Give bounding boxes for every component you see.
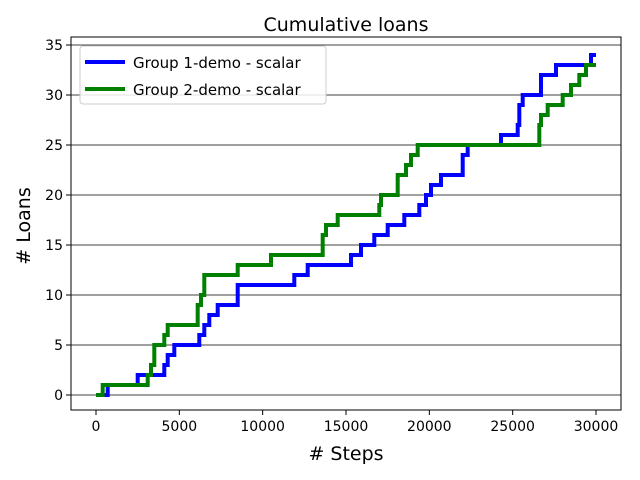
legend-label-1: Group 1-demo - scalar	[133, 54, 301, 72]
series-line-1	[96, 53, 596, 397]
chart-title: Cumulative loans	[264, 14, 429, 36]
x-tick-label-5: 25000	[490, 419, 535, 435]
legend-box	[79, 45, 327, 105]
legend-label-2: Group 2-demo - scalar	[133, 81, 301, 99]
x-tick-label-0: 0	[92, 419, 101, 435]
series-lines	[96, 53, 596, 397]
x-tick-label-2: 10000	[240, 419, 285, 435]
series-line-2	[96, 63, 596, 397]
legend: Group 1-demo - scalar Group 2-demo - scal…	[79, 45, 327, 105]
y-tick-label-2: 10	[45, 288, 63, 304]
y-tick-label-5: 25	[45, 138, 63, 154]
axis-ticks: 0 5 10 15 20 25 30 35 0 5000 10000 15000 20000 25000 3…	[45, 38, 618, 435]
x-tick-label-6: 30000	[574, 419, 619, 435]
x-tick-label-3: 15000	[324, 419, 369, 435]
x-tick-label-4: 20000	[407, 419, 452, 435]
y-tick-label-0: 0	[54, 388, 63, 404]
y-tick-label-6: 30	[45, 88, 63, 104]
x-tick-label-1: 5000	[162, 419, 198, 435]
y-tick-label-3: 15	[45, 238, 63, 254]
y-axis-label: # Loans	[13, 187, 35, 264]
y-tick-label-1: 5	[54, 338, 63, 354]
y-tick-label-7: 35	[45, 38, 63, 54]
x-axis-label: # Steps	[308, 443, 383, 465]
y-tick-label-4: 20	[45, 188, 63, 204]
